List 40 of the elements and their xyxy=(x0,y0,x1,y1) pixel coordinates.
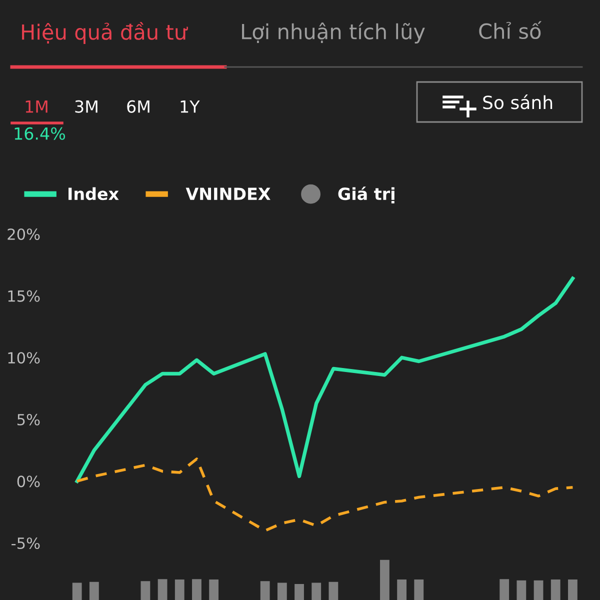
text: Chỉ số xyxy=(479,21,542,40)
y-tick-label: 10% xyxy=(8,352,40,364)
y-tick-label: 15% xyxy=(8,290,40,302)
bar xyxy=(568,580,578,600)
legend-label: Index xyxy=(68,187,119,200)
line-series xyxy=(76,458,574,532)
bar xyxy=(174,580,184,600)
line-series xyxy=(75,276,575,484)
y-tick-label: -5% xyxy=(12,537,40,550)
text: 6M xyxy=(127,100,150,113)
bar xyxy=(380,560,390,600)
bar xyxy=(397,580,407,600)
legend-label: Giá trị xyxy=(338,186,394,204)
bar xyxy=(72,582,82,600)
text: 1Y xyxy=(180,100,200,113)
bar xyxy=(192,579,202,600)
text: So sánh xyxy=(483,94,552,110)
bar xyxy=(550,580,560,600)
y-tick-label: 20% xyxy=(8,228,40,240)
bar xyxy=(414,580,424,600)
bar xyxy=(294,584,304,600)
bar xyxy=(260,581,270,600)
bar xyxy=(534,580,544,600)
bar xyxy=(516,580,526,600)
text: 1M xyxy=(26,100,48,113)
bar xyxy=(328,582,338,600)
text: Lợi nhuận tích lũy xyxy=(242,22,425,44)
chart-title: Hiệu quả đầu tư xyxy=(22,22,188,44)
bar xyxy=(158,579,168,600)
y-tick-label: 0% xyxy=(17,476,40,488)
bar xyxy=(312,582,322,600)
text: 3M xyxy=(75,100,98,113)
text: 16.4% xyxy=(14,127,66,140)
bar xyxy=(500,579,510,600)
bar xyxy=(89,582,99,600)
y-tick-label: 5% xyxy=(18,414,40,426)
bar xyxy=(209,580,219,600)
bar xyxy=(140,581,150,600)
legend-label: VNINDEX xyxy=(186,188,270,200)
bar xyxy=(277,582,287,600)
